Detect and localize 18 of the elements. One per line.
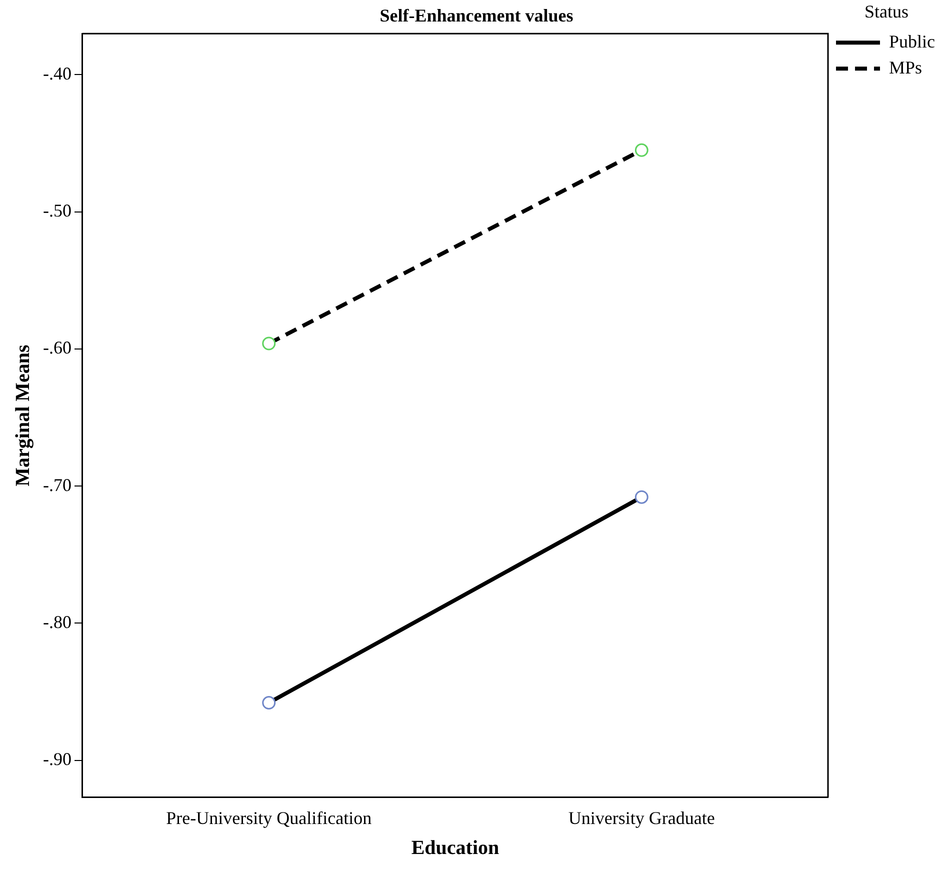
point [262,336,276,350]
y-tick-label: -.80 [42,612,72,632]
y-tick-label: -.90 [42,749,72,770]
x-tick-label: Pre-University Qualification [166,808,372,828]
point [262,696,276,710]
y-axis-title: Marginal Means [12,344,34,486]
y-tick-label: -.70 [42,474,72,495]
y-tick-label: -.50 [42,200,72,221]
legend-label: MPs [889,57,922,78]
y-tick-label: -.60 [42,338,72,358]
x-tick-label: University Graduate [568,808,715,828]
y-tick-label: -.40 [42,63,72,84]
point [634,490,648,504]
x-axis-title: Education [411,837,500,860]
point [634,143,648,157]
chart-title: Self-Enhancement values [380,5,574,26]
legend-title: Status [864,2,909,22]
legend-label: Public [889,31,936,52]
